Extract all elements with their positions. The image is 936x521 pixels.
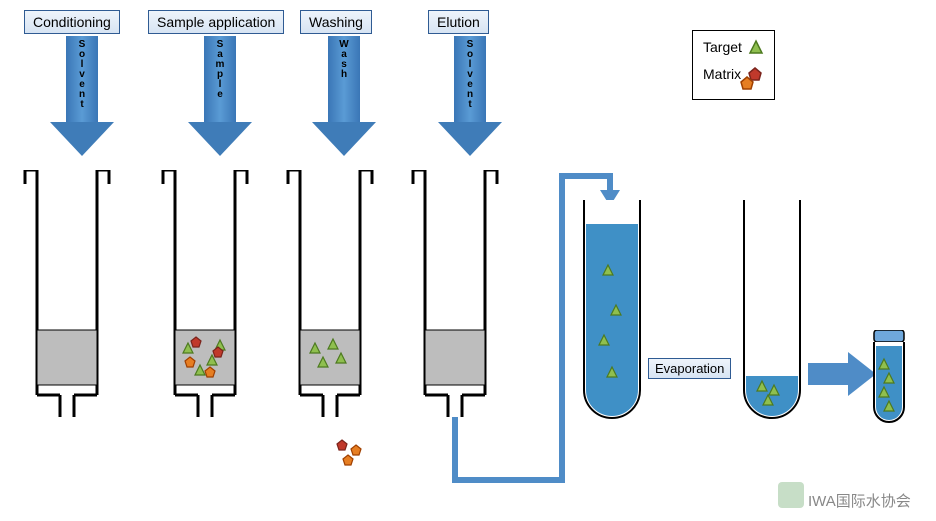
watermark-text: IWA国际水协会: [808, 490, 911, 511]
legend-label: Target: [703, 39, 742, 55]
evaporation-label: Evaporation: [648, 358, 731, 379]
pentagon-icon: [739, 75, 755, 91]
legend-row-matrix: Matrix: [703, 57, 764, 91]
legend: Target Matrix: [692, 30, 775, 100]
watermark-icon: [778, 482, 804, 508]
legend-label: Matrix: [703, 66, 741, 82]
legend-row-target: Target: [703, 39, 764, 55]
triangle-icon: [748, 39, 764, 55]
